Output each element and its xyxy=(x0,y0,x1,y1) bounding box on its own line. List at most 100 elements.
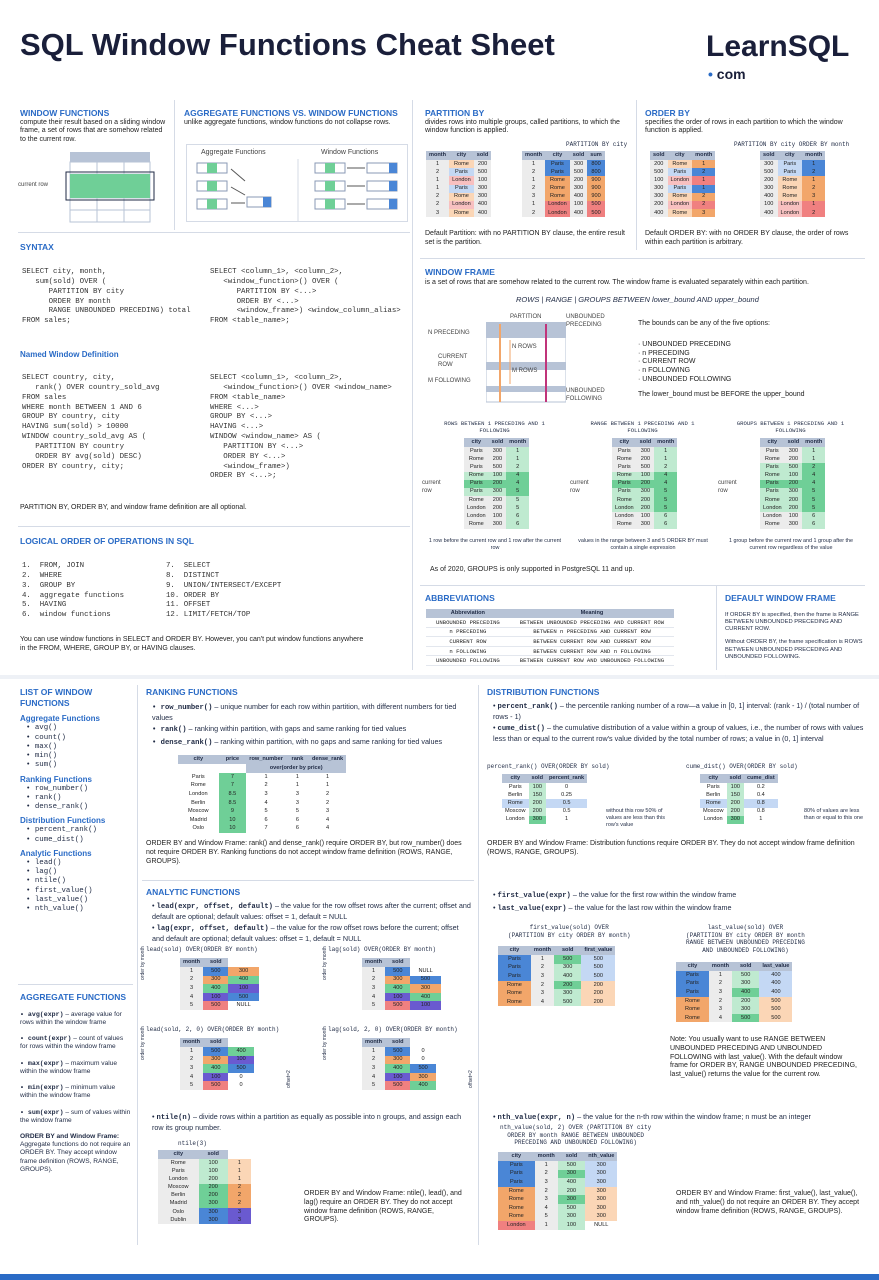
bound-option: · CURRENT ROW xyxy=(638,358,696,366)
table-cell: 1 xyxy=(180,1046,204,1056)
bound-option: · UNBOUNDED PRECEDING xyxy=(638,340,731,348)
table-cell: 500 xyxy=(203,1001,229,1010)
analytic-tables: lead(sold) OVER(ORDER BY month) order by … xyxy=(140,946,474,1106)
table-row: 1 London 100 xyxy=(426,176,492,185)
table-cell: 0.2 xyxy=(756,783,765,790)
table-cell: 1 xyxy=(506,455,530,464)
table-cell: Paris xyxy=(760,487,785,497)
table-cell: 500 xyxy=(385,1046,411,1056)
table-cell: 400 xyxy=(650,209,668,218)
table-cell: 200 xyxy=(488,504,507,513)
table-cell: 300 xyxy=(585,1169,618,1179)
table-cell: 2 xyxy=(426,192,450,201)
table-cell: 6 xyxy=(264,816,268,823)
table-cell: 3 xyxy=(295,799,299,806)
table-cell: 7 xyxy=(218,781,247,791)
function-list-item: • min() xyxy=(26,752,58,760)
table-cell: 200 xyxy=(473,159,492,169)
table-cell: 200 xyxy=(636,455,655,464)
table-row: Paris 100 1 xyxy=(158,1167,251,1176)
table-cell: 200 xyxy=(554,980,582,990)
frame-example-table: city sold month Paris 300 1 Rome 200 1 Paris 500 2 R… xyxy=(464,438,530,529)
table-cell: 5 xyxy=(654,487,678,497)
table-header: row_number xyxy=(246,755,286,764)
table-cell: 1 xyxy=(362,1046,386,1056)
table-cell: 2 xyxy=(692,200,716,210)
table-cell: 300 xyxy=(569,159,588,169)
table-cell: Paris xyxy=(612,463,637,472)
table-cell: London xyxy=(464,512,489,521)
table-cell: 3 xyxy=(534,1195,558,1204)
cume-dist: city sold cume_dist Paris 100 0.2 Berlin 150 0.4… xyxy=(700,774,778,824)
table-cell: 2 xyxy=(522,184,546,193)
table-header: percent_rank xyxy=(546,774,588,783)
table-cell: Paris xyxy=(498,1160,535,1170)
orderby-table-right: sold city month 300 Paris 1 500 Paris 2 200 Rome 1 3… xyxy=(760,151,826,218)
table-cell: 0.4 xyxy=(756,791,765,798)
table-cell: Paris xyxy=(777,168,803,177)
table-header: sold xyxy=(636,438,655,447)
table-cell: 1 xyxy=(295,773,299,780)
table-cell: 400 xyxy=(759,979,793,989)
table-cell: Paris xyxy=(498,954,531,964)
table-cell: 6 xyxy=(802,512,826,521)
table-header: city xyxy=(449,151,474,160)
first-value: city month sold first_value Paris 1 500 500 Pari… xyxy=(498,946,616,1007)
table-cell: Moscow xyxy=(703,808,724,815)
ntile-table: city sold Rome 100 1 Paris 100 1 London 200 1 Mosco… xyxy=(158,1150,251,1225)
table-cell: 0.5 xyxy=(546,799,588,808)
table-cell: 2 xyxy=(530,980,555,990)
table-header: sold xyxy=(760,151,778,160)
table-cell: 8.5 xyxy=(218,798,247,808)
table-cell: 400 xyxy=(759,970,793,980)
table-cell: 1 xyxy=(522,176,546,185)
table-cell: 500 xyxy=(410,1064,436,1073)
table-cell: 2 xyxy=(692,192,716,201)
table-cell: 300 xyxy=(585,1160,618,1170)
table-header: month xyxy=(522,151,546,160)
table-cell: NULL xyxy=(594,1221,609,1228)
table-cell: Paris xyxy=(464,479,489,488)
table-cell: 8.5 xyxy=(218,790,247,799)
table-row: Berlin 150 0.25 xyxy=(502,791,587,800)
offset-label: offset=2 xyxy=(286,1070,292,1088)
table-cell: 5 xyxy=(534,1212,558,1222)
table-row: 1 Rome 200 xyxy=(426,159,492,169)
table-cell: 100 xyxy=(198,1158,228,1168)
table-row: Paris 3 400 500 xyxy=(498,972,616,981)
table-cell: London xyxy=(464,504,489,513)
table-cell: Dublin xyxy=(158,1216,199,1225)
analytic-section: ANALYTIC FUNCTIONS • lead(expr, offset, … xyxy=(146,887,471,943)
table-cell: 200 xyxy=(198,1191,228,1200)
table-cell: 100 xyxy=(385,1072,411,1082)
table-cell: 1 xyxy=(759,816,763,823)
table-cell: 4 xyxy=(506,471,530,480)
table-cell: NULL xyxy=(236,1002,251,1009)
table-cell: 4 xyxy=(264,799,268,806)
table-row: 3 Rome 400 900 xyxy=(522,192,605,201)
table-cell: 1 xyxy=(426,184,450,193)
table-row: Rome 100 4 xyxy=(760,471,826,480)
analytic-caption: lag(sold) OVER(ORDER BY month) xyxy=(328,946,437,953)
table-cell: 3 xyxy=(426,209,450,218)
table-cell: 1 xyxy=(522,159,546,169)
table-cell: Paris xyxy=(449,184,474,193)
table-cell: Rome xyxy=(449,209,474,218)
dist-table-1: city sold percent_rank Paris 100 0 Berlin 150 0.… xyxy=(502,774,588,824)
table-cell: 300 xyxy=(385,975,411,985)
table-row: London 200 5 xyxy=(464,504,530,513)
table-cell: 2 xyxy=(264,782,268,789)
table-cell: 5 xyxy=(295,808,299,815)
table-row: Rome 7 2 1 1 xyxy=(178,781,346,791)
function-list-item: • ntile() xyxy=(26,877,66,886)
table-cell: 500 xyxy=(587,200,605,210)
table-row: Paris 300 5 xyxy=(464,487,530,497)
table-cell: 4 xyxy=(325,825,330,832)
table-cell: 500 xyxy=(636,463,655,472)
table-header: month xyxy=(180,1038,204,1047)
table-cell: 1 xyxy=(692,176,716,185)
table-row: 200 Rome 1 xyxy=(760,176,826,185)
table-cell: 3 xyxy=(530,972,555,981)
table-cell: 1 xyxy=(565,816,569,823)
ranking-table: city price row_number rank dense_rank over(or… xyxy=(178,755,347,834)
